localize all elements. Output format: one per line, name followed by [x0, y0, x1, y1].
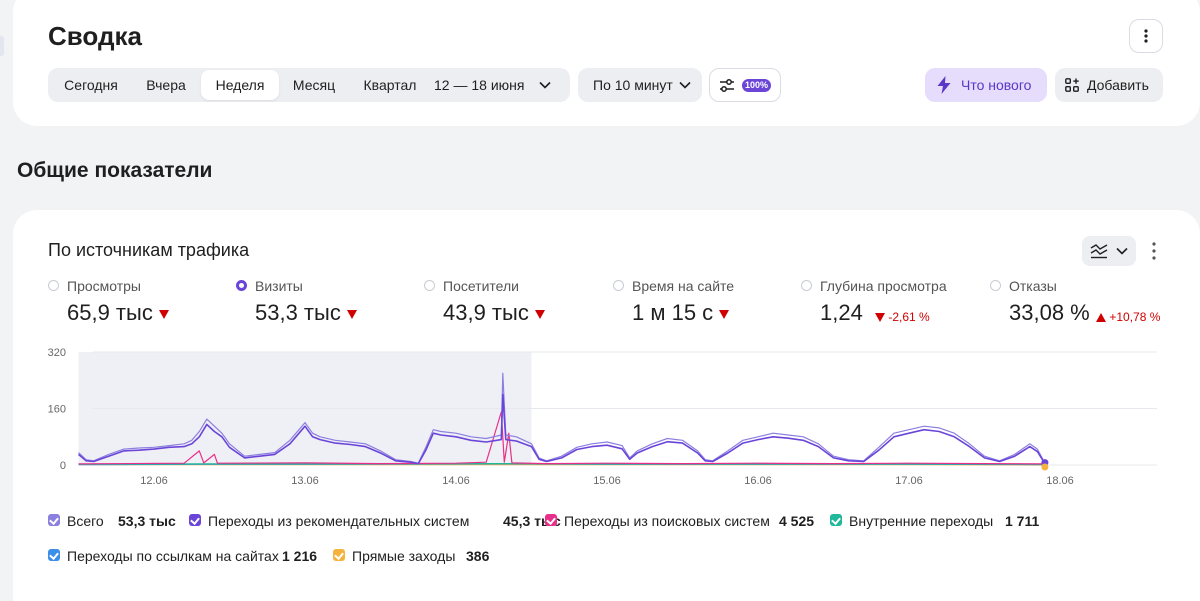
legend-value: 1 711: [1005, 513, 1040, 529]
series-line: [77, 393, 1046, 465]
metric-radio[interactable]: [801, 280, 812, 291]
x-tick-label: 12.06: [140, 475, 168, 487]
period-quarter[interactable]: Квартал: [363, 77, 417, 93]
page-more-button[interactable]: [1129, 19, 1163, 53]
period-yesterday[interactable]: Вчера: [146, 77, 186, 93]
trend-up-icon: [1096, 313, 1106, 323]
add-widget-button[interactable]: Добавить: [1055, 68, 1163, 102]
legend-checkbox[interactable]: [545, 514, 557, 526]
metric-name: Визиты: [255, 278, 303, 294]
section-title: Общие показатели: [17, 159, 213, 182]
legend-name: Всего: [67, 513, 104, 529]
x-tick-label: 13.06: [291, 475, 319, 487]
filters-button[interactable]: 100%: [709, 68, 781, 102]
period-selector: Сегодня Вчера Неделя Месяц Квартал 12 — …: [48, 68, 570, 102]
legend-checkbox[interactable]: [830, 514, 842, 526]
trend-down-icon: [534, 309, 545, 319]
metric-name: Отказы: [1009, 278, 1057, 294]
period-month[interactable]: Месяц: [292, 77, 336, 93]
more-vertical-icon: [1144, 29, 1148, 43]
report-more-button[interactable]: [1147, 241, 1161, 261]
legend-checkbox[interactable]: [48, 514, 60, 526]
legend-value: 386: [466, 548, 490, 564]
metric-radio[interactable]: [48, 280, 59, 291]
date-range-label: 12 — 18 июня: [434, 77, 525, 93]
metric-radio[interactable]: [613, 280, 624, 291]
metric-delta: +10,78 %: [1096, 310, 1160, 324]
trend-down-icon: [158, 309, 169, 319]
metric-value: 33,08 %: [1009, 300, 1090, 325]
sliders-icon: [720, 79, 734, 92]
legend-value: 4 525: [779, 513, 815, 529]
series-line: [78, 372, 1046, 464]
metric-value: 43,9 тыс: [443, 300, 545, 326]
area-chart-icon: [1090, 244, 1108, 259]
trend-down-icon: [719, 309, 730, 319]
y-tick-label: 0: [60, 460, 66, 472]
legend-name: Переходы из рекомендательных систем: [208, 513, 470, 529]
metric-radio[interactable]: [990, 280, 1001, 291]
metric-value: 53,3 тыс: [255, 300, 357, 326]
y-tick-label: 320: [48, 347, 66, 359]
whats-new-label: Что нового: [961, 77, 1032, 93]
legend-name: Переходы из поисковых систем: [564, 513, 770, 529]
x-tick-label: 14.06: [442, 475, 470, 487]
header-card: [13, 0, 1200, 126]
sampling-badge: 100%: [742, 79, 772, 92]
legend-checkbox[interactable]: [48, 549, 60, 561]
trend-down-icon: [875, 313, 885, 323]
metric-value: 1,24: [820, 300, 863, 325]
legend-checkbox[interactable]: [189, 514, 201, 526]
chart-type-select[interactable]: [1082, 236, 1136, 266]
series-end-dot: [1041, 463, 1049, 471]
chevron-down-icon: [1116, 247, 1128, 255]
left-edge-tab: [0, 36, 4, 56]
report-title: По источникам трафика: [48, 240, 250, 260]
add-widget-label: Добавить: [1087, 77, 1149, 93]
metric-delta: -2,61 %: [875, 310, 930, 324]
metric-radio[interactable]: [424, 280, 435, 291]
date-range-picker[interactable]: 12 — 18 июня: [434, 68, 524, 102]
chevron-down-icon: [539, 81, 551, 89]
metric-name: Время на сайте: [632, 278, 735, 294]
metric-radio[interactable]: [236, 280, 247, 291]
period-today[interactable]: Сегодня: [64, 77, 118, 93]
legend-checkbox[interactable]: [333, 549, 345, 561]
y-tick-label: 160: [48, 404, 66, 416]
metric-name: Просмотры: [67, 278, 141, 294]
metric-name: Глубина просмотра: [820, 278, 947, 294]
metric-name: Посетители: [443, 278, 519, 294]
legend-value: 1 216: [282, 548, 318, 564]
chevron-down-icon: [679, 81, 691, 89]
x-tick-label: 17.06: [895, 475, 923, 487]
series-line: [78, 411, 1045, 465]
whats-new-button[interactable]: Что нового: [925, 68, 1047, 102]
period-week[interactable]: Неделя: [201, 70, 279, 100]
lightning-icon: [937, 76, 951, 94]
x-tick-label: 15.06: [593, 475, 621, 487]
x-tick-label: 18.06: [1046, 475, 1074, 487]
interval-select[interactable]: По 10 минут: [578, 68, 702, 102]
legend-name: Переходы по ссылкам на сайтах: [67, 548, 279, 564]
traffic-chart[interactable]: 320 160 0 12.06 13.06 14.06 15.06 16.06 17.06 18.…: [40, 340, 1170, 500]
add-widget-icon: [1065, 78, 1079, 92]
page-title: Сводка: [48, 21, 142, 51]
legend-name: Внутренние переходы: [849, 513, 994, 529]
x-tick-label: 16.06: [744, 475, 772, 487]
metric-value: 65,9 тыс: [67, 300, 169, 326]
metric-value: 1 м 15 с: [632, 300, 730, 326]
trend-down-icon: [346, 309, 357, 319]
legend-name: Прямые заходы: [352, 548, 456, 564]
interval-label: По 10 минут: [593, 77, 673, 93]
legend-value: 53,3 тыс: [118, 513, 176, 529]
